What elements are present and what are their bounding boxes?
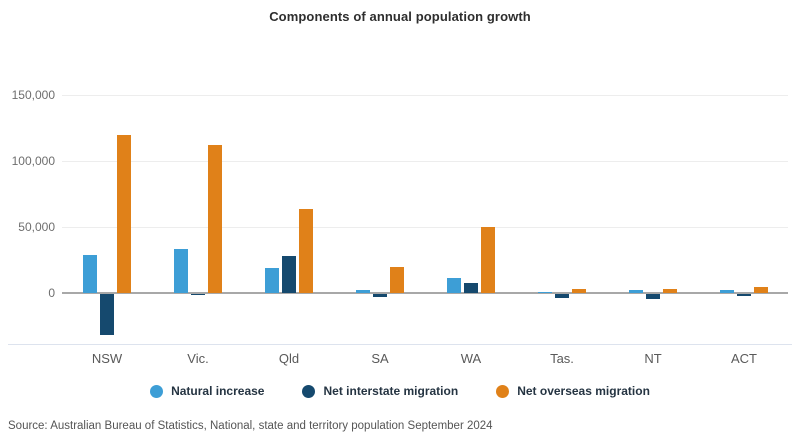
- natural-increase-swatch-icon: [150, 384, 164, 398]
- legend-item-natural-increase[interactable]: Natural increase: [150, 384, 264, 398]
- legend-label: Net interstate migration: [323, 384, 459, 398]
- bar-nt-net-interstate-migration[interactable]: [646, 294, 660, 299]
- y-axis-tick-label: 150,000: [11, 88, 55, 102]
- bar-wa-net-overseas-migration[interactable]: [481, 227, 495, 293]
- y-axis-tick-label: 100,000: [11, 154, 55, 168]
- legend-label: Natural increase: [171, 384, 265, 398]
- x-axis-label: Vic.: [187, 351, 209, 366]
- bar-act-net-overseas-migration[interactable]: [754, 287, 768, 293]
- bar-tas-natural-increase[interactable]: [538, 292, 552, 293]
- bar-nt-natural-increase[interactable]: [629, 290, 643, 293]
- x-axis-line: [8, 344, 792, 345]
- bar-nt-net-overseas-migration[interactable]: [663, 289, 677, 293]
- legend-item-net-interstate-migration[interactable]: Net interstate migration: [302, 384, 458, 398]
- legend-item-net-overseas-migration[interactable]: Net overseas migration: [496, 384, 650, 398]
- bar-tas-net-overseas-migration[interactable]: [572, 288, 586, 293]
- bar-nsw-net-interstate-migration[interactable]: [100, 294, 114, 335]
- bar-nsw-net-overseas-migration[interactable]: [117, 134, 131, 293]
- bar-act-net-interstate-migration[interactable]: [737, 294, 751, 296]
- bar-vic-net-interstate-migration[interactable]: [191, 294, 205, 296]
- gridline: [62, 161, 788, 162]
- bar-nsw-natural-increase[interactable]: [83, 254, 97, 293]
- bar-sa-net-overseas-migration[interactable]: [390, 266, 404, 293]
- bar-sa-natural-increase[interactable]: [356, 290, 370, 293]
- legend-label: Net overseas migration: [517, 384, 650, 398]
- gridline: [62, 95, 788, 96]
- chart-title: Components of annual population growth: [269, 9, 531, 24]
- x-axis-label: NSW: [91, 351, 123, 366]
- bar-wa-natural-increase[interactable]: [447, 278, 461, 293]
- x-axis-label: NT: [644, 351, 662, 366]
- source-note: Source: Australian Bureau of Statistics,…: [8, 420, 493, 432]
- net-overseas-migration-swatch-icon: [496, 384, 510, 398]
- net-interstate-migration-swatch-icon: [302, 384, 316, 398]
- y-axis-tick-label: 0: [48, 286, 55, 300]
- bar-wa-net-interstate-migration[interactable]: [464, 283, 478, 293]
- bar-sa-net-interstate-migration[interactable]: [373, 294, 387, 298]
- y-axis-tick-label: 50,000: [18, 220, 55, 234]
- bar-vic-natural-increase[interactable]: [174, 249, 188, 293]
- x-axis-label: ACT: [731, 351, 757, 366]
- bar-vic-net-overseas-migration[interactable]: [208, 145, 222, 293]
- x-axis-label: Tas.: [550, 351, 574, 366]
- bar-qld-natural-increase[interactable]: [265, 267, 279, 293]
- bar-qld-net-interstate-migration[interactable]: [282, 256, 296, 293]
- x-axis-label: WA: [460, 351, 482, 366]
- zero-baseline: [62, 292, 788, 294]
- x-axis-label: SA: [371, 351, 389, 366]
- bar-tas-net-interstate-migration[interactable]: [555, 294, 569, 298]
- legend: Natural increase Net interstate migratio…: [0, 384, 800, 398]
- bar-qld-net-overseas-migration[interactable]: [299, 208, 313, 293]
- x-axis-label: Qld: [278, 351, 300, 366]
- bar-act-natural-increase[interactable]: [720, 289, 734, 293]
- gridline: [62, 227, 788, 228]
